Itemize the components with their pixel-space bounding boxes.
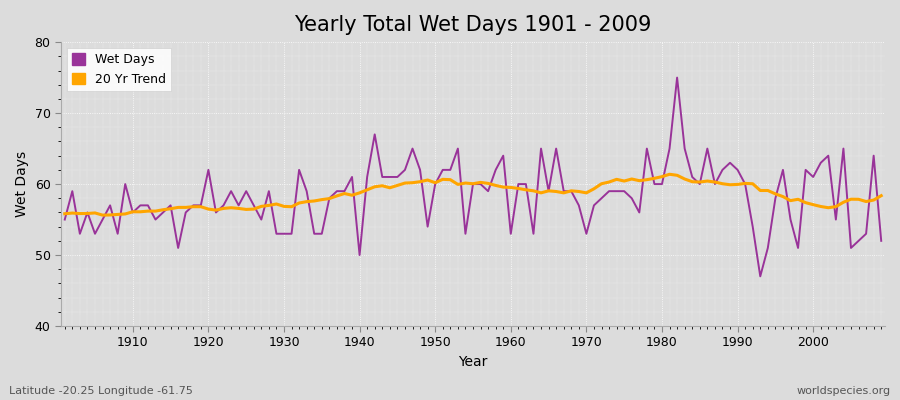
Legend: Wet Days, 20 Yr Trend: Wet Days, 20 Yr Trend — [68, 48, 171, 91]
Title: Yearly Total Wet Days 1901 - 2009: Yearly Total Wet Days 1901 - 2009 — [294, 15, 652, 35]
Text: worldspecies.org: worldspecies.org — [796, 386, 891, 396]
X-axis label: Year: Year — [458, 355, 488, 369]
Text: Latitude -20.25 Longitude -61.75: Latitude -20.25 Longitude -61.75 — [9, 386, 193, 396]
Y-axis label: Wet Days: Wet Days — [15, 151, 29, 217]
